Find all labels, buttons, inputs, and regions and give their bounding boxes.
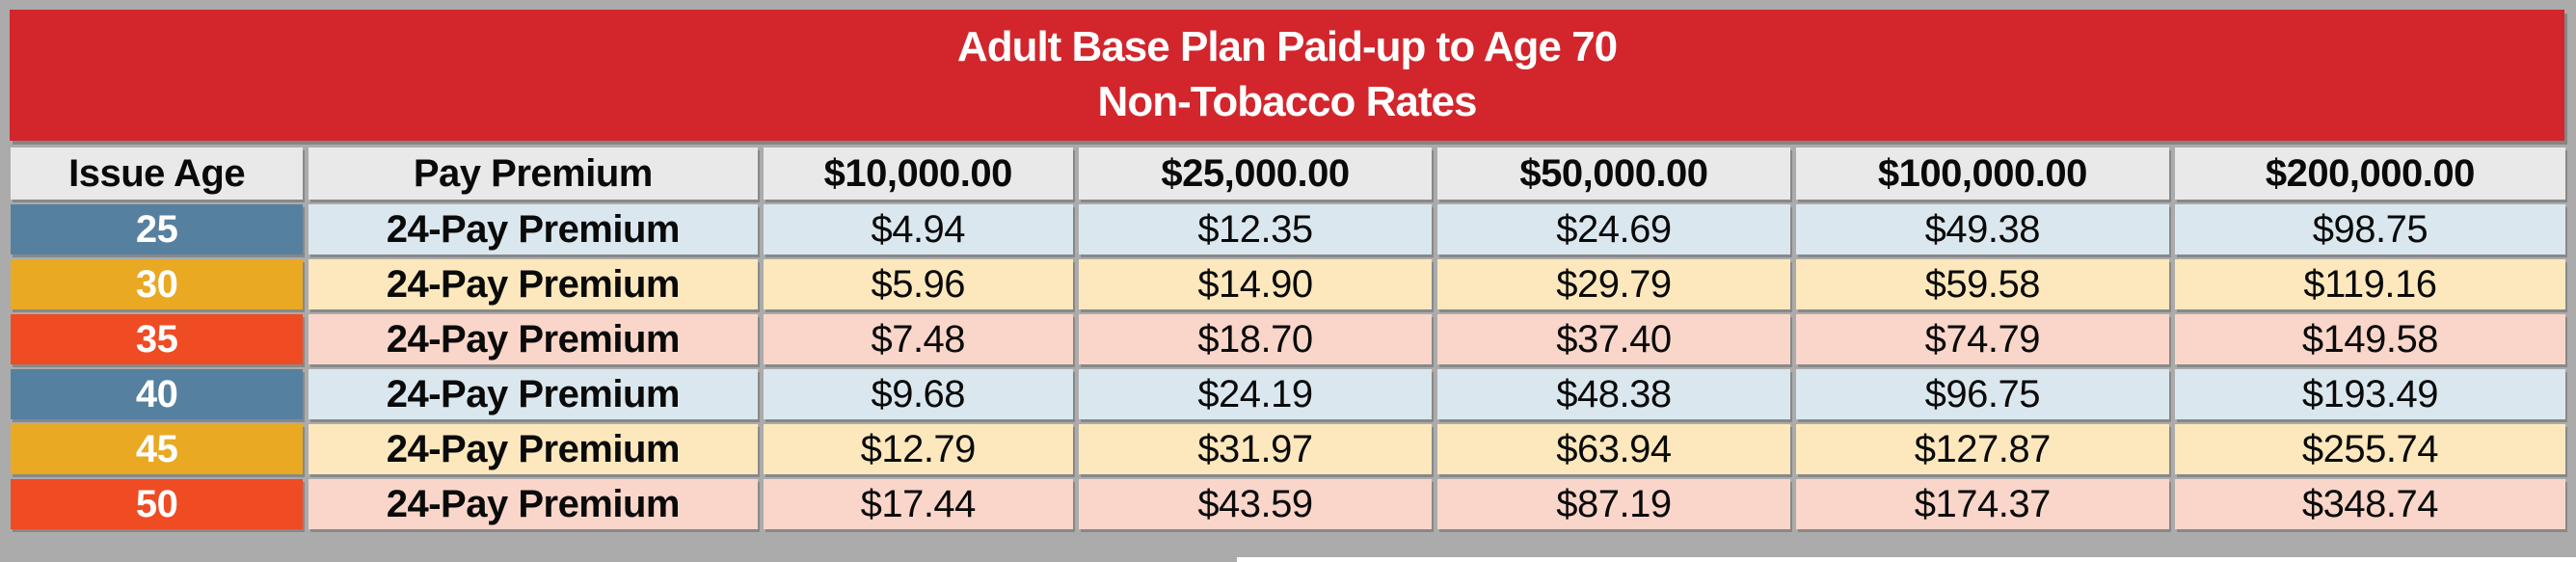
rate-cell-10000: $4.94 <box>763 204 1074 254</box>
rate-cell-200000: $149.58 <box>2174 314 2565 364</box>
age-cell: 50 <box>11 479 304 529</box>
age-cell: 25 <box>11 204 304 254</box>
age-cell: 45 <box>11 424 304 474</box>
rate-cell-50000: $24.69 <box>1436 204 1790 254</box>
pay-premium-cell: 24-Pay Premium <box>309 204 758 254</box>
pay-premium-cell: 24-Pay Premium <box>309 259 758 309</box>
age-cell: 35 <box>11 314 304 364</box>
rate-cell-25000: $12.35 <box>1079 204 1432 254</box>
rate-cell-100000: $74.79 <box>1795 314 2169 364</box>
pay-premium-cell: 24-Pay Premium <box>309 424 758 474</box>
rate-cell-10000: $7.48 <box>763 314 1074 364</box>
header-cell-pay-premium: Pay Premium <box>309 147 758 200</box>
rate-cell-10000: $12.79 <box>763 424 1074 474</box>
rate-cell-100000: $59.58 <box>1795 259 2169 309</box>
header-cell-100000: $100,000.00 <box>1795 147 2169 200</box>
pay-premium-cell: 24-Pay Premium <box>309 479 758 529</box>
rate-cell-25000: $14.90 <box>1079 259 1432 309</box>
rate-cell-25000: $24.19 <box>1079 369 1432 419</box>
header-cell-issue-age: Issue Age <box>11 147 304 200</box>
rate-cell-25000: $18.70 <box>1079 314 1432 364</box>
rate-cell-50000: $48.38 <box>1436 369 1790 419</box>
table-row-age-35: 35 24-Pay Premium $7.48 $18.70 $37.40 $7… <box>11 314 2565 364</box>
table-row-age-25: 25 24-Pay Premium $4.94 $12.35 $24.69 $4… <box>11 204 2565 254</box>
age-cell: 30 <box>11 259 304 309</box>
rate-table: Issue Age Pay Premium $10,000.00 $25,000… <box>5 143 2571 534</box>
pay-premium-cell: 24-Pay Premium <box>309 314 758 364</box>
rate-cell-25000: $43.59 <box>1079 479 1432 529</box>
rate-cell-10000: $9.68 <box>763 369 1074 419</box>
rate-cell-200000: $255.74 <box>2174 424 2565 474</box>
header-cell-50000: $50,000.00 <box>1436 147 1790 200</box>
rate-cell-200000: $119.16 <box>2174 259 2565 309</box>
table-row-age-50: 50 24-Pay Premium $17.44 $43.59 $87.19 $… <box>11 479 2565 529</box>
header-cell-25000: $25,000.00 <box>1079 147 1432 200</box>
page-edge-white-strip <box>1236 557 2576 562</box>
title-line-1: Adult Base Plan Paid-up to Age 70 <box>956 23 1618 71</box>
rate-cell-100000: $96.75 <box>1795 369 2169 419</box>
rate-cell-100000: $49.38 <box>1795 204 2169 254</box>
header-row: Issue Age Pay Premium $10,000.00 $25,000… <box>11 147 2565 200</box>
rate-cell-10000: $5.96 <box>763 259 1074 309</box>
table-row-age-40: 40 24-Pay Premium $9.68 $24.19 $48.38 $9… <box>11 369 2565 419</box>
table-row-age-30: 30 24-Pay Premium $5.96 $14.90 $29.79 $5… <box>11 259 2565 309</box>
age-cell: 40 <box>11 369 304 419</box>
pay-premium-cell: 24-Pay Premium <box>309 369 758 419</box>
header-cell-10000: $10,000.00 <box>763 147 1074 200</box>
header-cell-200000: $200,000.00 <box>2174 147 2565 200</box>
rate-cell-50000: $63.94 <box>1436 424 1790 474</box>
rate-cell-50000: $29.79 <box>1436 259 1790 309</box>
title-line-2: Non-Tobacco Rates <box>1097 78 1478 125</box>
rate-cell-200000: $348.74 <box>2174 479 2565 529</box>
rate-cell-25000: $31.97 <box>1079 424 1432 474</box>
rate-cell-200000: $193.49 <box>2174 369 2565 419</box>
title-banner: Adult Base Plan Paid-up to Age 70 Non-To… <box>10 10 2564 141</box>
rate-cell-100000: $174.37 <box>1795 479 2169 529</box>
rate-cell-50000: $37.40 <box>1436 314 1790 364</box>
rate-cell-200000: $98.75 <box>2174 204 2565 254</box>
rate-cell-10000: $17.44 <box>763 479 1074 529</box>
rate-cell-100000: $127.87 <box>1795 424 2169 474</box>
rate-cell-50000: $87.19 <box>1436 479 1790 529</box>
table-row-age-45: 45 24-Pay Premium $12.79 $31.97 $63.94 $… <box>11 424 2565 474</box>
